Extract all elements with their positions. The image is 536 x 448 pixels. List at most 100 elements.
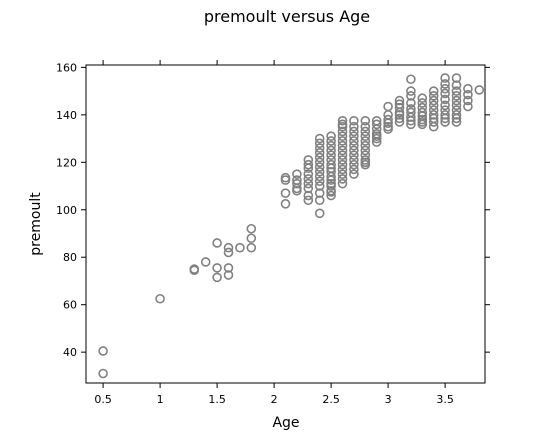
data-point — [463, 89, 473, 100]
data-point — [303, 190, 314, 201]
y-axis-title: premoult — [28, 192, 44, 256]
data-point — [451, 100, 462, 111]
x-tick-label: 3.5 — [436, 393, 454, 406]
data-point — [406, 119, 416, 130]
data-point — [406, 98, 416, 108]
data-point — [303, 183, 314, 194]
data-point — [428, 91, 439, 101]
data-point — [303, 195, 314, 206]
data-point — [337, 174, 348, 184]
data-point — [314, 133, 325, 144]
data-point — [314, 195, 325, 206]
data-point — [212, 263, 222, 273]
data-point — [212, 238, 222, 248]
data-point — [337, 159, 348, 170]
data-point — [451, 91, 462, 101]
data-point — [383, 101, 393, 112]
data-point — [155, 293, 165, 304]
data-point — [337, 131, 348, 141]
data-point — [383, 118, 393, 128]
data-point — [349, 115, 359, 126]
data-point — [428, 95, 439, 106]
data-point — [428, 121, 439, 132]
data-point — [314, 152, 325, 163]
y-tick-label: 100 — [56, 204, 77, 217]
x-tick-label: 2.5 — [322, 393, 340, 406]
data-point — [360, 131, 371, 141]
y-tick-label: 140 — [56, 109, 77, 122]
data-point — [394, 95, 405, 106]
data-point — [349, 121, 359, 132]
data-point — [246, 242, 257, 253]
x-tick-label: 0.5 — [94, 393, 112, 406]
data-point — [371, 133, 382, 144]
data-point — [337, 140, 348, 151]
data-point — [314, 148, 325, 158]
data-point — [349, 131, 359, 141]
data-point — [371, 119, 382, 130]
data-point — [360, 126, 371, 137]
data-point — [337, 169, 348, 179]
data-point — [200, 257, 211, 267]
data-point — [451, 86, 462, 96]
y-tick-label: 120 — [56, 156, 77, 169]
data-point — [349, 169, 359, 179]
data-point — [223, 263, 234, 273]
data-point — [349, 155, 359, 165]
data-point — [314, 138, 325, 149]
data-point — [326, 131, 336, 141]
x-tick-label: 1 — [157, 393, 164, 406]
data-point — [280, 188, 291, 198]
y-tick-label: 60 — [63, 299, 77, 312]
data-point — [326, 187, 336, 197]
data-point — [326, 150, 336, 160]
data-point — [417, 98, 428, 108]
data-point — [223, 270, 234, 280]
data-point — [406, 112, 416, 123]
data-point — [326, 140, 336, 151]
data-point — [280, 199, 291, 209]
data-point — [428, 117, 439, 127]
x-axis-title: Age — [272, 415, 299, 431]
data-point — [360, 140, 371, 151]
data-point — [292, 169, 302, 179]
plot-frame — [85, 64, 486, 384]
data-point — [417, 119, 428, 130]
data-point — [349, 164, 359, 175]
data-point — [212, 272, 222, 283]
data-point — [314, 181, 325, 191]
data-point — [474, 85, 485, 95]
data-point — [360, 136, 371, 146]
data-point — [337, 136, 348, 146]
data-point — [303, 174, 314, 184]
data-point — [326, 175, 336, 185]
data-point — [303, 163, 314, 174]
data-point — [440, 113, 450, 124]
data-point — [337, 145, 348, 156]
data-point — [360, 121, 371, 132]
data-point — [314, 157, 325, 168]
data-point — [303, 178, 314, 189]
data-point — [314, 208, 325, 219]
data-point — [394, 110, 405, 120]
data-point — [349, 150, 359, 160]
data-point — [326, 181, 336, 191]
data-point — [406, 115, 416, 126]
data-point — [383, 124, 393, 134]
y-tick-label: 80 — [63, 251, 77, 264]
data-point — [440, 88, 450, 99]
data-point — [440, 110, 450, 120]
data-point — [440, 79, 450, 89]
data-point — [326, 159, 336, 170]
data-point — [314, 143, 325, 153]
data-point — [463, 95, 473, 106]
data-point — [326, 145, 336, 156]
data-point — [383, 114, 393, 125]
data-point — [337, 126, 348, 137]
data-point — [360, 159, 371, 170]
data-point — [349, 159, 359, 170]
data-point — [428, 86, 439, 96]
data-point — [440, 73, 450, 83]
data-points — [98, 73, 485, 379]
x-axis: 0.5 1 1.5 2 2.5 3 3.5 — [94, 60, 454, 406]
